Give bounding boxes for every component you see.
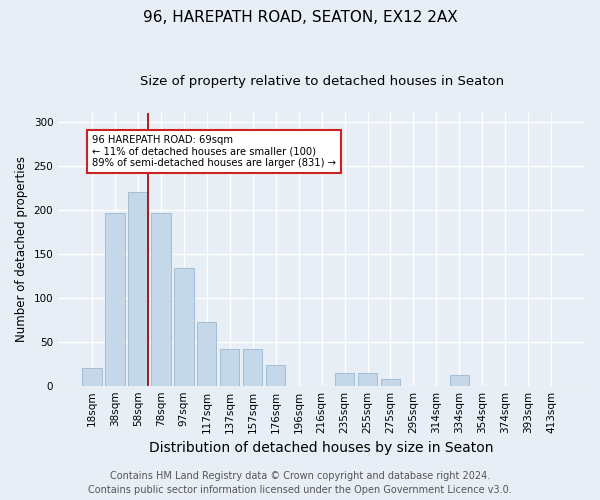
Bar xyxy=(243,348,262,386)
Bar xyxy=(381,378,400,386)
Bar xyxy=(151,213,170,386)
Y-axis label: Number of detached properties: Number of detached properties xyxy=(15,156,28,342)
Bar xyxy=(358,374,377,386)
Bar xyxy=(220,348,239,386)
Bar xyxy=(449,375,469,386)
Bar xyxy=(82,368,101,386)
Bar xyxy=(105,213,125,386)
Text: 96 HAREPATH ROAD: 69sqm
← 11% of detached houses are smaller (100)
89% of semi-d: 96 HAREPATH ROAD: 69sqm ← 11% of detache… xyxy=(92,135,337,168)
Bar xyxy=(335,374,355,386)
Text: 96, HAREPATH ROAD, SEATON, EX12 2AX: 96, HAREPATH ROAD, SEATON, EX12 2AX xyxy=(143,10,457,25)
Bar xyxy=(128,192,148,386)
X-axis label: Distribution of detached houses by size in Seaton: Distribution of detached houses by size … xyxy=(149,441,494,455)
Title: Size of property relative to detached houses in Seaton: Size of property relative to detached ho… xyxy=(140,75,503,88)
Bar xyxy=(174,268,194,386)
Bar xyxy=(266,364,286,386)
Bar xyxy=(197,322,217,386)
Text: Contains HM Land Registry data © Crown copyright and database right 2024.
Contai: Contains HM Land Registry data © Crown c… xyxy=(88,471,512,495)
